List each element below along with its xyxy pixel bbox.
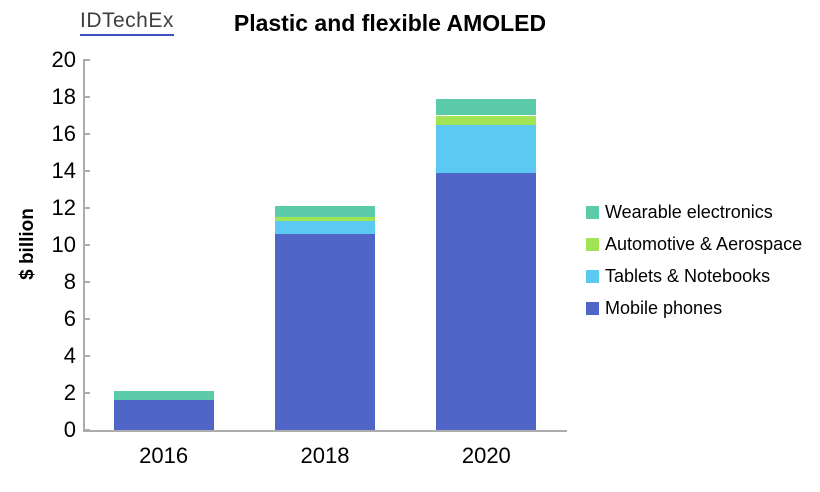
legend-label: Tablets & Notebooks (605, 265, 771, 286)
bar-segment-mobile-phones-2020 (436, 172, 537, 430)
y-tick-mark (83, 133, 90, 135)
y-tick-label: 16 (51, 121, 76, 146)
legend-label: Mobile phones (605, 297, 723, 318)
y-tick-mark (83, 355, 90, 357)
legend-label: Automotive & Aerospace (605, 233, 803, 254)
legend-item: Mobile phones (586, 292, 802, 324)
bar-segment-wearable-electronics-2016 (113, 391, 214, 401)
bar-segment-tablets-notebooks-2020 (436, 124, 537, 173)
bar-segment-mobile-phones-2018 (275, 233, 375, 430)
legend-item: Wearable electronics (586, 196, 802, 228)
legend-swatch-icon (586, 205, 599, 219)
x-axis-line (83, 430, 567, 432)
bar-segment-automotive-aerospace-2018 (275, 217, 375, 221)
y-tick-mark (83, 96, 90, 98)
y-tick-label: 18 (51, 84, 76, 109)
y-tick-label: 10 (51, 232, 76, 257)
y-tick-mark (83, 170, 90, 172)
bar-segment-wearable-electronics-2020 (436, 98, 537, 116)
y-tick-mark (83, 429, 90, 431)
legend-swatch-icon (586, 269, 599, 283)
y-tick-label: 2 (63, 380, 76, 405)
y-tick-mark (83, 207, 90, 209)
legend-item: Tablets & Notebooks (586, 260, 802, 292)
legend-label: Wearable electronics (605, 201, 773, 222)
x-tick-label-2016: 2016 (139, 443, 189, 468)
y-tick-label: 20 (51, 47, 76, 72)
bar-segment-mobile-phones-2016 (113, 400, 214, 430)
x-tick-label-2018: 2018 (300, 443, 350, 468)
y-tick-mark (83, 318, 90, 320)
legend-item: Automotive & Aerospace (586, 228, 802, 260)
y-tick-label: 12 (51, 195, 76, 220)
chart-title: Plastic and flexible AMOLED (233, 10, 547, 36)
legend-swatch-icon (586, 237, 599, 251)
y-tick-label: 14 (51, 158, 76, 183)
bar-segment-automotive-aerospace-2020 (436, 115, 537, 125)
bar-segment-wearable-electronics-2018 (275, 206, 375, 218)
y-tick-mark (83, 59, 90, 61)
y-tick-label: 0 (63, 417, 76, 442)
y-tick-mark (83, 244, 90, 246)
y-tick-label: 8 (63, 269, 76, 294)
idtechex-logo: IDTechEx (80, 9, 174, 37)
legend: Wearable electronics Automotive & Aerospa… (586, 196, 802, 324)
y-tick-label: 4 (63, 343, 76, 368)
x-tick-label-2020: 2020 (461, 443, 511, 468)
y-tick-label: 6 (63, 306, 76, 331)
bar-segment-tablets-notebooks-2018 (275, 220, 375, 234)
legend-swatch-icon (586, 301, 599, 315)
y-tick-mark (83, 392, 90, 394)
y-tick-mark (83, 281, 90, 283)
